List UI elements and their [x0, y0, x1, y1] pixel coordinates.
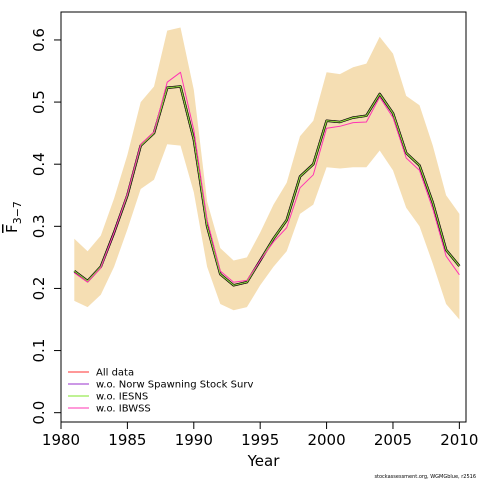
footnote: stockassessment.org, WGMGblue, r2516: [374, 474, 476, 480]
series-line-4: [74, 71, 460, 283]
y-axis: 0.0 0.1 0.2 0.3 0.4 0.5 0.6: [30, 28, 62, 425]
x-tick-label: 1985: [108, 431, 146, 449]
y-tick-label: 0.0: [30, 401, 48, 425]
legend-label: All data: [96, 368, 134, 379]
confidence-band-layer: [74, 27, 460, 320]
x-tick-label: 2005: [374, 431, 412, 449]
x-tick-label: 1980: [42, 431, 80, 449]
x-axis-title: Year: [247, 452, 281, 470]
y-axis-title: F3−7: [3, 201, 24, 233]
x-tick-label: 2010: [440, 431, 478, 449]
legend-label: w.o. Norw Spawning Stock Surv: [96, 380, 253, 391]
series-layer: [73, 71, 461, 287]
y-tick-label: 0.1: [30, 339, 48, 363]
y-tick-label: 0.6: [30, 28, 48, 52]
x-axis: 1980 1985 1990 1995 2000 2005 2010: [42, 421, 478, 449]
confidence-band: [74, 27, 460, 320]
x-tick-label: 1995: [241, 431, 279, 449]
y-tick-label: 0.5: [30, 90, 48, 114]
legend-label: w.o. IBWSS: [96, 404, 151, 415]
y-tick-label: 0.4: [30, 152, 48, 176]
y-tick-label: 0.3: [30, 214, 48, 238]
y-tick-label: 0.2: [30, 277, 48, 301]
x-tick-label: 1990: [175, 431, 213, 449]
x-tick-label: 2000: [307, 431, 345, 449]
legend-label: w.o. IESNS: [96, 392, 148, 403]
